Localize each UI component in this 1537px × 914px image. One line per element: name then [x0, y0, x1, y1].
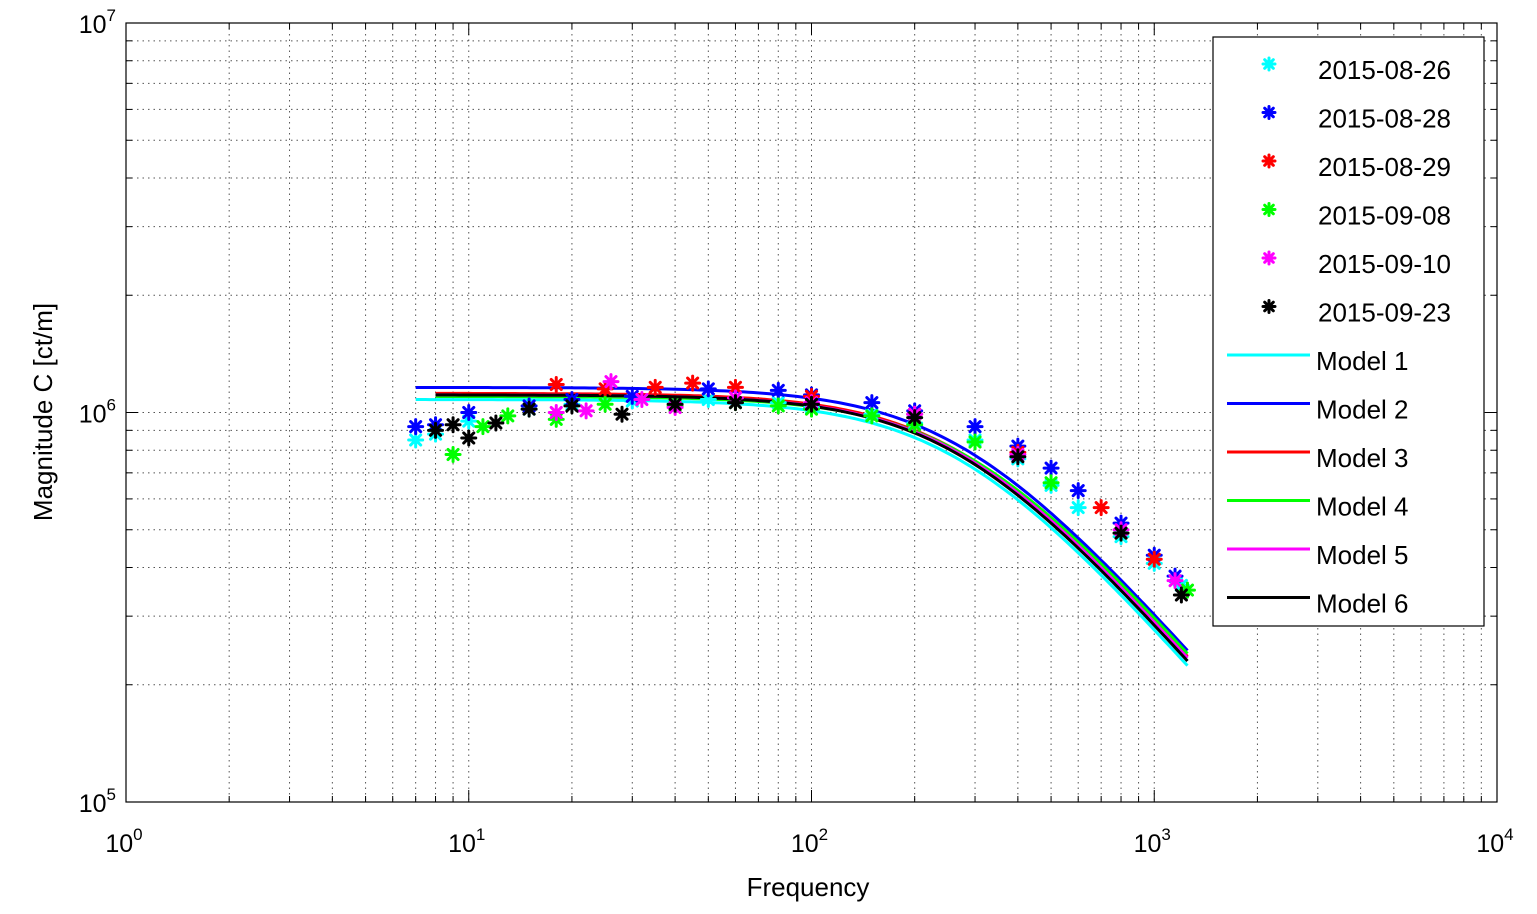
data-point: [684, 374, 702, 392]
data-point: [427, 421, 445, 439]
data-point: [1042, 474, 1060, 492]
legend-label: 2015-09-23: [1318, 298, 1451, 328]
legend-marker: [1261, 105, 1277, 120]
legend: 2015-08-26 2015-08-28 2015-08-29 2015-09-08…: [1212, 36, 1485, 627]
x-tick-label: 103: [1134, 825, 1171, 858]
y-tick-labels: 105 106 107: [79, 6, 116, 818]
x-axis-label: Frequency: [747, 872, 870, 902]
data-point: [1145, 550, 1163, 568]
legend-label: Model 1: [1316, 346, 1409, 376]
legend-label: 2015-09-10: [1318, 249, 1451, 279]
data-point: [1112, 524, 1130, 542]
data-point: [1069, 499, 1087, 517]
data-point: [613, 405, 631, 423]
data-point: [1009, 448, 1027, 466]
legend-label: Model 3: [1316, 443, 1409, 473]
data-point: [487, 414, 505, 432]
data-point: [407, 418, 425, 436]
data-point: [803, 395, 820, 413]
data-point: [563, 397, 581, 415]
tick-marks: [125, 23, 1497, 803]
data-point: [726, 394, 744, 412]
data-point: [863, 394, 881, 412]
data-point: [726, 378, 744, 396]
model-curve: [415, 398, 1189, 667]
data-point: [577, 402, 595, 420]
data-point: [460, 404, 478, 421]
data-point: [407, 431, 425, 449]
legend-label: 2015-09-08: [1318, 201, 1451, 231]
data-point: [633, 390, 651, 408]
data-point: [769, 397, 787, 415]
data-point: [966, 418, 984, 436]
data-point: [1069, 482, 1087, 500]
legend-label: 2015-08-28: [1318, 104, 1451, 134]
legend-marker: [1261, 299, 1277, 314]
data-point: [460, 429, 478, 447]
legend-label: Model 2: [1316, 395, 1409, 425]
data-point: [646, 378, 664, 396]
data-point: [499, 407, 517, 425]
data-point: [699, 380, 717, 398]
data-point: [520, 400, 538, 418]
data-point: [1166, 572, 1184, 590]
data-point: [460, 412, 478, 430]
data-point: [596, 395, 614, 413]
y-axis-label: Magnitude C [ct/m]: [28, 303, 58, 521]
data-point: [444, 446, 462, 464]
data-point: [966, 433, 984, 451]
data-point: [602, 373, 620, 391]
data-point: [444, 416, 462, 434]
data-point: [547, 376, 565, 394]
legend-marker: [1261, 202, 1277, 217]
data-point: [1172, 586, 1190, 604]
data-point: [596, 380, 614, 398]
data-point: [1092, 499, 1110, 517]
data-point: [699, 390, 717, 408]
legend-label: Model 5: [1316, 540, 1409, 570]
x-tick-labels: 100 101 102 103 104: [105, 825, 1513, 858]
data-point: [547, 404, 565, 421]
legend-label: 2015-08-26: [1318, 55, 1451, 85]
legend-marker: [1261, 56, 1277, 72]
x-tick-label: 101: [448, 825, 485, 858]
data-point: [474, 418, 492, 436]
legend-label: 2015-08-29: [1318, 152, 1451, 182]
grid-lines: [126, 23, 1497, 802]
y-tick-label: 107: [79, 6, 116, 39]
x-tick-label: 102: [791, 825, 828, 858]
x-tick-label: 104: [1476, 825, 1513, 858]
x-tick-label: 100: [105, 825, 142, 858]
model-curve: [415, 386, 1189, 652]
data-point: [666, 395, 684, 413]
data-point: [906, 409, 924, 427]
data-point: [769, 381, 787, 399]
data-point: [1042, 459, 1060, 477]
legend-label: Model 6: [1316, 589, 1409, 619]
data-point: [623, 387, 641, 405]
y-tick-label: 105: [79, 785, 116, 818]
data-points: [407, 373, 1196, 604]
legend-label: Model 4: [1316, 492, 1409, 522]
data-point: [863, 407, 881, 425]
y-tick-label: 106: [79, 396, 116, 429]
legend-box: [1212, 36, 1485, 627]
legend-marker: [1261, 153, 1277, 169]
legend-marker: [1261, 250, 1277, 266]
